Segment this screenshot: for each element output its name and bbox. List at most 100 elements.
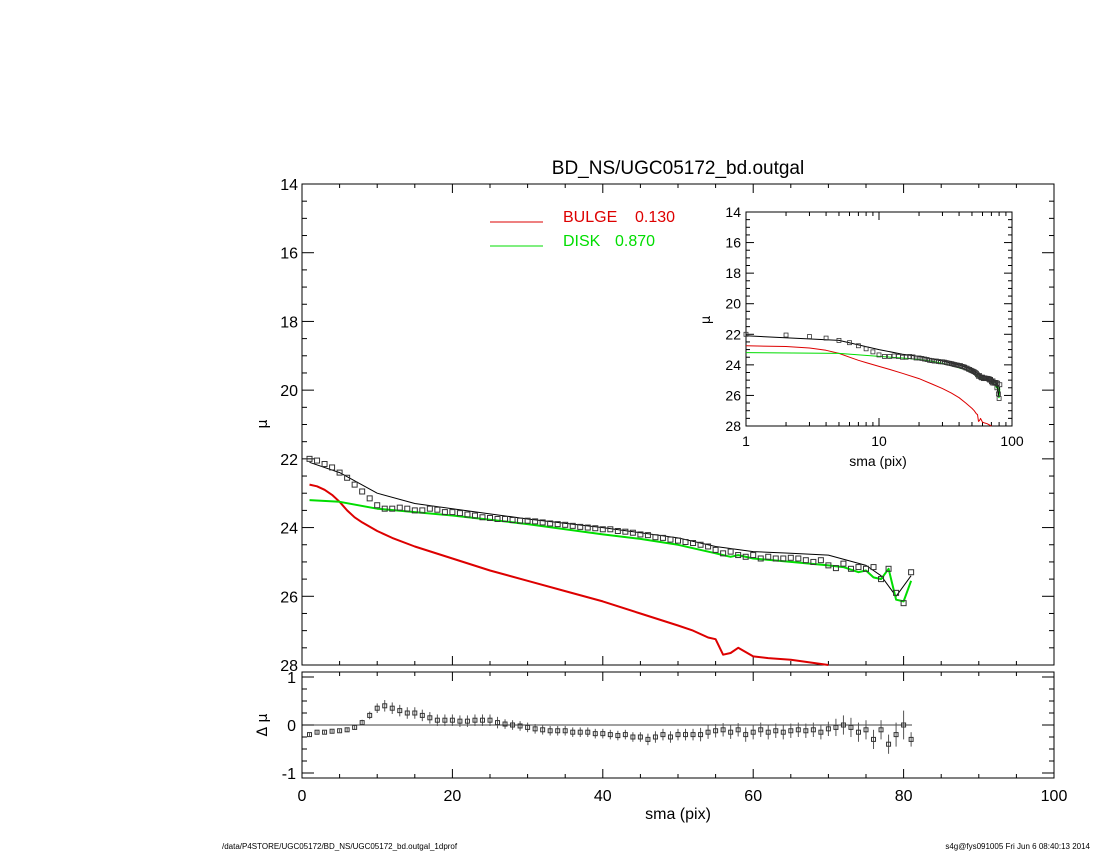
residual-point <box>893 732 899 738</box>
inset-data-point <box>916 355 922 361</box>
legend-bulge-value: 0.130 <box>635 209 675 226</box>
residual-point <box>728 729 734 735</box>
residual-xtick-label: 100 <box>1041 788 1068 805</box>
legend-disk-value: 0.870 <box>615 233 655 250</box>
residual-point <box>382 703 388 709</box>
residual-point <box>773 728 779 734</box>
inset-xtick-label: 10 <box>871 433 887 449</box>
residual-point <box>901 722 907 728</box>
data-point <box>652 534 659 541</box>
inset-data-point <box>924 357 930 362</box>
data-point <box>351 481 358 488</box>
residual-point <box>517 723 523 729</box>
residual-point <box>464 718 470 724</box>
data-point <box>449 509 456 516</box>
residual-point <box>329 728 335 734</box>
residual-point <box>855 729 861 735</box>
residual-point <box>449 717 455 723</box>
residual-point <box>540 727 546 733</box>
data-point <box>509 517 516 524</box>
data-point <box>517 517 524 524</box>
inset-data-point <box>882 354 887 359</box>
residual-point <box>630 734 636 740</box>
inset-xtick-label: 100 <box>1000 433 1024 449</box>
residual-point <box>886 741 892 747</box>
residual-point <box>637 734 643 740</box>
residual-point <box>818 729 824 735</box>
data-point <box>547 520 554 527</box>
residual-point <box>314 729 320 735</box>
data-point <box>742 553 749 560</box>
footer-timestamp: s4g@fys091005 Fri Jun 6 08:40:13 2014 <box>945 842 1090 851</box>
inset-ytick-label: 28 <box>725 418 741 434</box>
inset-data-point <box>743 331 749 337</box>
data-point <box>690 540 697 547</box>
inset-data-point <box>870 349 876 355</box>
data-point <box>712 546 719 553</box>
residual-point <box>359 720 365 726</box>
data-point <box>817 557 824 564</box>
data-point <box>464 511 471 518</box>
residual-point <box>479 717 485 723</box>
main-axis-ticks <box>301 183 1055 666</box>
inset-data-point <box>994 385 1000 391</box>
inset-data-point <box>919 356 925 361</box>
data-point <box>471 512 478 519</box>
inset-data-point <box>950 361 956 367</box>
residual-point <box>735 727 741 733</box>
residual-point <box>592 731 598 737</box>
residual-point <box>683 732 689 738</box>
data-point <box>637 531 644 538</box>
inset-data-point <box>887 354 892 359</box>
data-point <box>825 562 832 569</box>
data-point <box>659 534 666 541</box>
residual-point <box>908 736 914 742</box>
data-point <box>622 528 629 535</box>
residual-point <box>660 732 666 738</box>
residual-point <box>788 728 794 734</box>
residual-point <box>871 736 877 742</box>
data-point <box>705 543 712 550</box>
inset-axis-ticks <box>745 211 1013 427</box>
residual-point <box>840 722 846 728</box>
residual-point <box>622 732 628 738</box>
data-point <box>411 507 418 514</box>
inset-data-point <box>855 343 861 349</box>
data-point <box>569 522 576 529</box>
residual-point <box>419 712 425 718</box>
residual-point <box>555 728 561 734</box>
residual-xtick-label: 80 <box>895 788 913 805</box>
data-point <box>336 469 343 476</box>
main-ytick-label: 18 <box>280 314 298 331</box>
data-point <box>344 474 351 481</box>
residual-point <box>585 729 591 735</box>
data-point <box>532 518 539 525</box>
residual-xtick-label: 40 <box>594 788 612 805</box>
data-point <box>720 550 727 557</box>
data-point <box>870 564 877 571</box>
residual-point <box>878 727 884 733</box>
main-xlabel: sma (pix) <box>645 806 711 823</box>
inset-data-point <box>847 340 852 346</box>
residual-point <box>562 728 568 734</box>
data-point <box>599 526 606 533</box>
bulge-line <box>309 483 829 666</box>
data-point <box>614 528 621 535</box>
inset-xtick-label: 1 <box>742 433 750 449</box>
inset-bulge-line <box>745 345 992 427</box>
residual-point <box>780 729 786 735</box>
data-point <box>629 529 636 536</box>
data-point <box>441 509 448 516</box>
residual-point <box>743 732 749 738</box>
data-point <box>479 514 486 521</box>
residual-axis-ticks <box>301 672 1055 778</box>
residual-point <box>765 729 771 735</box>
data-point <box>396 504 403 511</box>
data-point <box>847 565 854 572</box>
residual-point <box>374 705 380 711</box>
data-point <box>502 515 509 522</box>
data-point <box>524 517 531 524</box>
data-point <box>840 560 847 567</box>
